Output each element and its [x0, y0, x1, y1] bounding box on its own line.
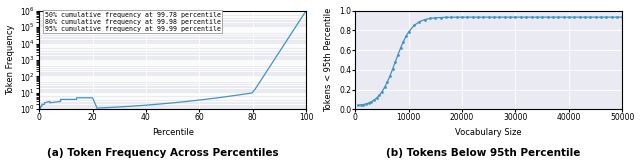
X-axis label: Percentile: Percentile: [152, 128, 194, 137]
Y-axis label: Token Frequency: Token Frequency: [6, 25, 15, 95]
Text: (b) Tokens Below 95th Percentile: (b) Tokens Below 95th Percentile: [386, 148, 580, 157]
Y-axis label: Tokens < 95th Percentile: Tokens < 95th Percentile: [324, 8, 333, 112]
Text: (a) Token Frequency Across Percentiles: (a) Token Frequency Across Percentiles: [47, 148, 279, 157]
Text: 50% cumulative frequency at 99.78 percentile
80% cumulative frequency at 99.98 p: 50% cumulative frequency at 99.78 percen…: [45, 12, 221, 32]
X-axis label: Vocabulary Size: Vocabulary Size: [456, 128, 522, 137]
